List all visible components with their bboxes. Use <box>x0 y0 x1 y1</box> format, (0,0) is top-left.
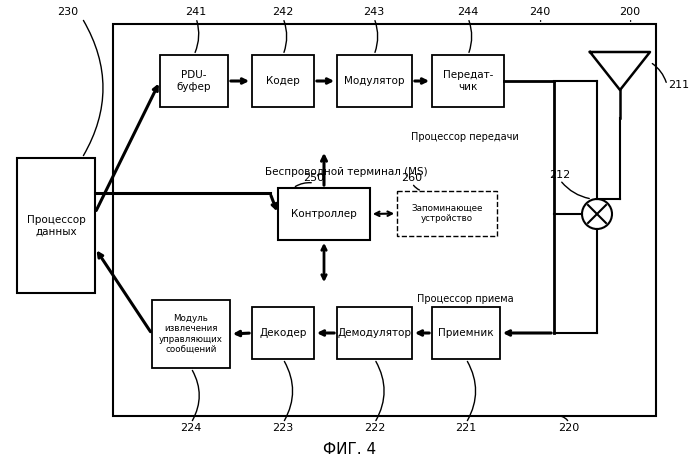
Text: 250: 250 <box>303 173 324 183</box>
Bar <box>113 24 656 416</box>
Bar <box>252 307 314 359</box>
Text: Приемник: Приемник <box>438 328 493 338</box>
Text: Процессор передачи: Процессор передачи <box>411 132 519 142</box>
Text: Беспроводной терминал (MS): Беспроводной терминал (MS) <box>265 167 428 177</box>
Text: 211: 211 <box>668 80 689 90</box>
Text: 240: 240 <box>529 7 551 17</box>
Text: PDU-
буфер: PDU- буфер <box>177 70 211 92</box>
Bar <box>152 300 230 368</box>
Text: Контроллер: Контроллер <box>291 209 357 219</box>
Text: Кодер: Кодер <box>266 76 300 86</box>
Bar <box>160 55 228 107</box>
Bar <box>432 307 500 359</box>
Text: ФИГ. 4: ФИГ. 4 <box>323 443 376 457</box>
Text: 212: 212 <box>549 170 570 180</box>
Text: 260: 260 <box>401 173 423 183</box>
Text: Процессор
данных: Процессор данных <box>27 215 85 236</box>
Text: Декодер: Декодер <box>259 328 307 338</box>
Text: 230: 230 <box>57 7 78 17</box>
Text: 243: 243 <box>363 7 384 17</box>
Text: Передат-
чик: Передат- чик <box>442 70 493 92</box>
Bar <box>432 55 504 107</box>
Text: 242: 242 <box>273 7 294 17</box>
Text: Запоминающее
устройство: Запоминающее устройство <box>411 204 483 223</box>
Bar <box>337 307 412 359</box>
Bar <box>278 188 370 240</box>
Bar <box>397 191 497 236</box>
Bar <box>337 55 412 107</box>
Bar <box>148 285 543 405</box>
Text: 224: 224 <box>180 423 202 433</box>
Text: Модулятор: Модулятор <box>344 76 405 86</box>
Text: 200: 200 <box>619 7 640 17</box>
Bar <box>148 42 543 150</box>
Text: Процессор приема: Процессор приема <box>417 294 513 304</box>
Text: 222: 222 <box>363 423 385 433</box>
Text: 244: 244 <box>457 7 479 17</box>
Bar <box>252 55 314 107</box>
Text: Модуль
извлечения
управляющих
сообщений: Модуль извлечения управляющих сообщений <box>159 314 223 354</box>
Text: 221: 221 <box>455 423 477 433</box>
Text: Демодулятор: Демодулятор <box>338 328 412 338</box>
Bar <box>17 158 95 293</box>
Text: 220: 220 <box>559 423 579 433</box>
Text: 241: 241 <box>185 7 207 17</box>
Text: 223: 223 <box>273 423 294 433</box>
